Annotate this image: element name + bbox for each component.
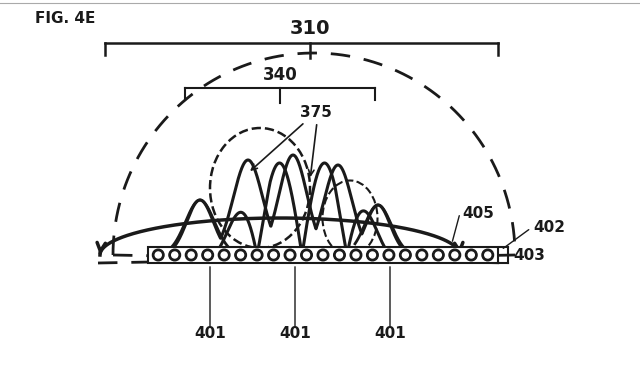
Circle shape [301,249,312,261]
Text: 403: 403 [513,248,545,263]
Circle shape [482,249,493,261]
Circle shape [449,249,461,261]
Circle shape [320,252,326,258]
Circle shape [350,249,362,261]
Text: FIG. 4E: FIG. 4E [35,11,95,26]
Circle shape [218,249,230,261]
Circle shape [205,252,211,258]
Text: 401: 401 [374,326,406,341]
Circle shape [254,252,260,258]
Circle shape [369,252,376,258]
Circle shape [416,249,428,261]
Bar [148,247,498,263]
Circle shape [468,252,474,258]
Circle shape [287,252,293,258]
Circle shape [156,252,161,258]
Circle shape [188,252,194,258]
Circle shape [172,252,178,258]
Circle shape [353,252,359,258]
Circle shape [484,252,491,258]
Text: 401: 401 [194,326,226,341]
Text: 401: 401 [279,326,311,341]
Circle shape [317,249,329,261]
Circle shape [237,252,244,258]
Circle shape [386,252,392,258]
Circle shape [383,249,395,261]
Text: 402: 402 [533,220,565,235]
Circle shape [419,252,425,258]
Circle shape [152,249,164,261]
Circle shape [221,252,227,258]
Circle shape [303,252,310,258]
Text: 310: 310 [290,19,330,38]
Text: 375: 375 [300,105,332,120]
Circle shape [271,252,276,258]
Circle shape [399,249,411,261]
Text: 405: 405 [462,206,494,220]
Circle shape [435,252,442,258]
Circle shape [452,252,458,258]
Circle shape [235,249,246,261]
Circle shape [367,249,378,261]
Circle shape [252,249,263,261]
Circle shape [337,252,342,258]
Circle shape [169,249,180,261]
Circle shape [268,249,280,261]
Circle shape [433,249,444,261]
Text: 340: 340 [262,66,298,84]
Circle shape [186,249,197,261]
Circle shape [202,249,214,261]
Circle shape [465,249,477,261]
Circle shape [333,249,345,261]
Circle shape [284,249,296,261]
Circle shape [403,252,408,258]
